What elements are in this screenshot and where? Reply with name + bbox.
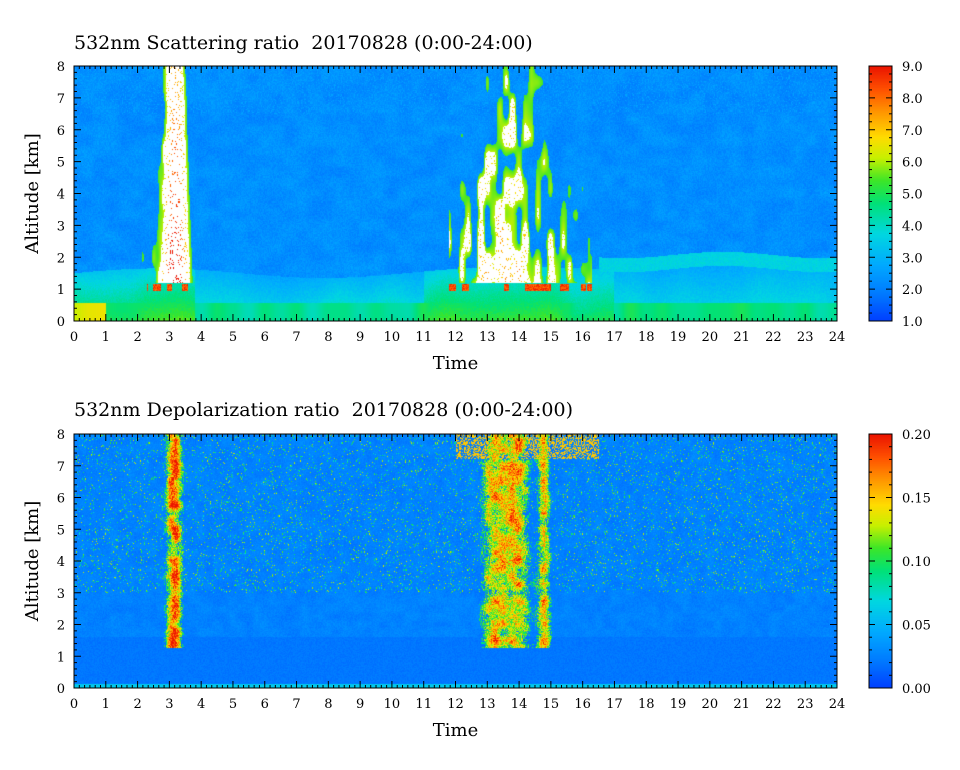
y-tick-label: 4 [57,188,65,203]
chart-title: 532nm Depolarization ratio 20170828 (0:0… [74,399,574,421]
chart-title: 532nm Scattering ratio 20170828 (0:00-24… [74,32,533,54]
colorbar-tick-label: 0.15 [902,492,931,507]
y-tick-label: 1 [57,283,65,298]
y-axis: 0 1 2 3 4 5 6 7 8 [57,428,837,697]
depolarization-ratio-panel: 0 1 2 3 4 5 6 7 8 9 10 11 12 13 14 15 16 17 18 19 20 21 22 23 24… [22,428,931,741]
x-tick-label: 7 [292,330,300,345]
x-tick-label: 21 [733,697,750,712]
y-tick-label: 2 [57,619,65,634]
x-tick-label: 1 [102,330,110,345]
colorbar-tick-label: 0.05 [902,619,931,634]
x-tick-label: 9 [356,697,364,712]
y-tick-label: 0 [57,682,65,697]
colorbar-tick-label: 6.0 [902,156,923,171]
colorbar-tick-label: 9.0 [902,60,923,75]
x-tick-label: 24 [829,330,846,345]
x-tick-label: 22 [765,330,782,345]
y-axis: 0 1 2 3 4 5 6 7 8 [57,60,837,330]
x-tick-label: 20 [702,330,719,345]
x-tick-label: 21 [733,330,750,345]
x-tick-label: 23 [797,330,814,345]
x-tick-label: 17 [606,330,623,345]
depolarization-ratio-heatmap [74,434,837,688]
x-tick-label: 15 [543,330,560,345]
x-tick-label: 23 [797,697,814,712]
x-tick-label: 0 [70,697,78,712]
x-tick-label: 2 [133,697,141,712]
x-tick-label: 9 [356,330,364,345]
y-tick-label: 1 [57,650,65,665]
x-tick-label: 2 [133,330,141,345]
colorbar-tick-label: 1.0 [902,315,923,330]
colorbar-tick-label: 4.0 [902,219,923,234]
y-tick-label: 4 [57,555,65,570]
x-tick-label: 3 [165,697,173,712]
y-tick-label: 8 [57,60,65,75]
x-tick-label: 1 [102,697,110,712]
y-tick-label: 3 [57,219,65,234]
x-tick-label: 16 [574,330,591,345]
x-tick-label: 22 [765,697,782,712]
x-tick-label: 0 [70,330,78,345]
x-tick-label: 8 [324,697,332,712]
x-tick-label: 4 [197,330,205,345]
y-tick-label: 5 [57,156,65,171]
x-tick-label: 14 [511,330,528,345]
colorbar-tick-label: 5.0 [902,188,923,203]
y-tick-label: 6 [57,492,65,507]
x-axis-label: Time [433,720,478,741]
y-tick-label: 2 [57,251,65,266]
colorbar-tick-label: 0.20 [902,428,931,443]
scattering-ratio-panel: 0 1 2 3 4 5 6 7 8 9 10 11 12 13 14 15 16 17 18 19 20 21 22 23 24… [22,60,923,374]
x-tick-label: 18 [638,697,655,712]
x-tick-label: 6 [261,697,269,712]
x-tick-label: 8 [324,330,332,345]
x-tick-label: 18 [638,330,655,345]
y-axis-label: Altitude [km] [22,133,43,255]
y-tick-label: 6 [57,124,65,139]
x-tick-label: 4 [197,697,205,712]
x-tick-label: 12 [447,330,464,345]
x-axis: 0 1 2 3 4 5 6 7 8 9 10 11 12 13 14 15 16 17 18 19 20 21 22 23 24 [70,434,845,712]
x-tick-label: 14 [511,697,528,712]
colorbar-tick-label: 8.0 [902,92,923,107]
x-tick-label: 5 [229,330,237,345]
y-tick-label: 8 [57,428,65,443]
x-tick-label: 13 [479,330,496,345]
y-axis-label: Altitude [km] [22,501,43,623]
x-tick-label: 19 [670,697,687,712]
x-axis: 0 1 2 3 4 5 6 7 8 9 10 11 12 13 14 15 16 17 18 19 20 21 22 23 24 [70,66,845,345]
x-tick-label: 3 [165,330,173,345]
y-tick-label: 7 [57,92,65,107]
x-tick-label: 17 [606,697,623,712]
x-tick-label: 7 [292,697,300,712]
x-tick-label: 20 [702,697,719,712]
colorbar-tick-label: 0.10 [902,555,931,570]
colorbar-ticks: 1.0 2.0 3.0 4.0 5.0 6.0 7.0 8.0 9.0 [869,60,923,330]
x-tick-label: 6 [261,330,269,345]
colorbar-tick-label: 2.0 [902,283,923,298]
x-tick-label: 15 [543,697,560,712]
x-tick-label: 13 [479,697,496,712]
colorbar-ticks: 0.00 0.05 0.10 0.15 0.20 [869,428,931,697]
x-tick-label: 12 [447,697,464,712]
y-tick-label: 5 [57,523,65,538]
colorbar-tick-label: 7.0 [902,124,923,139]
scattering-ratio-heatmap [74,66,837,321]
x-axis-label: Time [433,353,478,374]
x-tick-label: 19 [670,330,687,345]
x-tick-label: 5 [229,697,237,712]
x-tick-label: 11 [415,697,432,712]
y-tick-label: 3 [57,587,65,602]
x-tick-label: 11 [415,330,432,345]
x-tick-label: 10 [384,330,401,345]
x-tick-label: 24 [829,697,846,712]
y-tick-label: 7 [57,460,65,475]
colorbar-tick-label: 3.0 [902,251,923,266]
x-tick-label: 16 [574,697,591,712]
x-tick-label: 10 [384,697,401,712]
y-tick-label: 0 [57,315,65,330]
colorbar-tick-label: 0.00 [902,682,931,697]
